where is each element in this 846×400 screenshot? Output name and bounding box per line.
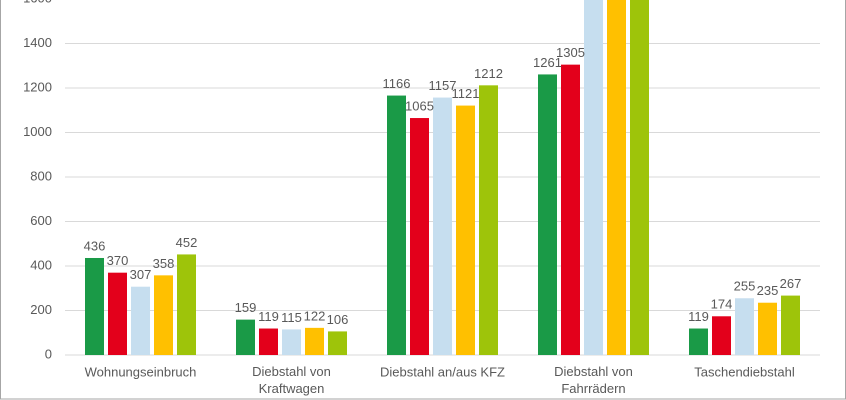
data-label: 106: [327, 312, 349, 327]
y-tick-label: 1000: [23, 124, 52, 139]
data-label: 1261: [533, 55, 562, 70]
data-label: 174: [711, 297, 733, 312]
bar: [561, 64, 580, 355]
x-tick-label: Diebstahl an/aus KFZ: [380, 364, 505, 379]
bar: [328, 331, 347, 355]
y-tick-label: 1200: [23, 79, 52, 94]
bar: [282, 329, 301, 355]
y-tick-label: 800: [30, 168, 52, 183]
y-tick-label: 0: [45, 346, 52, 361]
bar: [177, 254, 196, 355]
y-tick-label: 400: [30, 257, 52, 272]
data-label: 235: [757, 283, 779, 298]
data-label: 1121: [452, 86, 480, 101]
data-label: 436: [84, 238, 106, 253]
data-label: 452: [176, 235, 198, 250]
bar: [410, 118, 429, 355]
data-label: 159: [235, 300, 257, 315]
bar: [758, 302, 777, 355]
bar: [735, 298, 754, 355]
bar: [607, 0, 626, 355]
bar: [259, 328, 278, 355]
x-tick-label: Taschendiebstahl: [694, 364, 795, 379]
x-tick-label: Diebstahl von Fahrrädern: [554, 364, 633, 396]
data-label: 255: [734, 279, 756, 294]
bar: [781, 295, 800, 355]
bar: [305, 327, 324, 355]
bar: [630, 0, 649, 355]
bar: [689, 328, 708, 355]
data-label: 1305: [556, 45, 585, 60]
data-label: 1166: [383, 76, 411, 91]
data-label: 307: [130, 267, 152, 282]
data-label: 119: [688, 309, 709, 324]
bar: [154, 275, 173, 355]
data-label: 1065: [405, 98, 434, 113]
y-tick-label: 200: [30, 302, 52, 317]
x-tick-label: Diebstahl von Kraftwagen: [252, 364, 331, 396]
bar: [456, 105, 475, 355]
y-tick-label: 1400: [23, 35, 52, 50]
data-label: 115: [281, 310, 302, 325]
bar: [387, 95, 406, 355]
data-label: 267: [780, 276, 802, 291]
bar: [236, 319, 255, 355]
bar: [538, 74, 557, 355]
x-tick-label: Wohnungseinbruch: [85, 364, 197, 379]
data-label: 1212: [474, 66, 503, 81]
data-label: 1157: [429, 78, 457, 93]
bar: [433, 97, 452, 355]
data-label: 119: [258, 309, 279, 324]
bar: [85, 257, 104, 355]
data-label: 358: [153, 256, 175, 271]
data-label: 122: [304, 308, 326, 323]
bar: [131, 286, 150, 355]
bar: [108, 272, 127, 355]
bar: [584, 0, 603, 355]
data-label: 370: [107, 253, 129, 268]
y-tick-label: 1600: [23, 0, 52, 5]
y-tick-label: 600: [30, 213, 52, 228]
bar: [479, 85, 498, 355]
bar: [712, 316, 731, 355]
